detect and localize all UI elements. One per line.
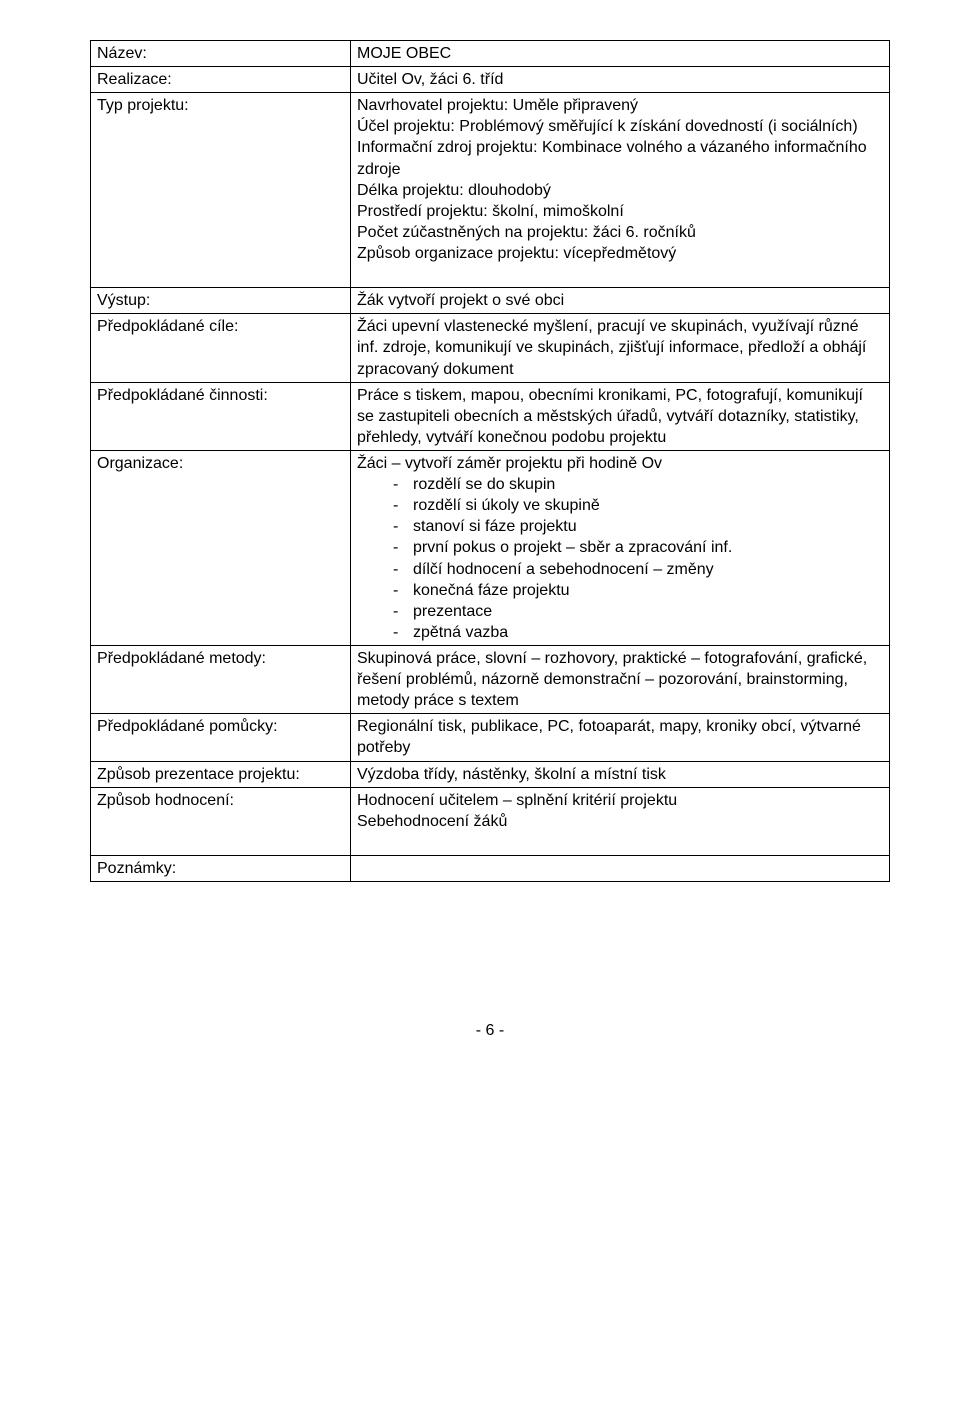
list-item: rozdělí se do skupin	[393, 474, 883, 495]
list-item: dílčí hodnocení a sebehodnocení – změny	[393, 559, 883, 580]
value-vystup: Žák vytvoří projekt o své obci	[351, 288, 890, 314]
list-item: prezentace	[393, 601, 883, 622]
typ-line: Způsob organizace projektu: vícepředměto…	[357, 245, 676, 262]
organizace-lead: Žáci – vytvoří záměr projektu při hodině…	[357, 455, 662, 472]
table-row: Způsob prezentace projektu: Výzdoba tříd…	[91, 761, 890, 787]
typ-line: Délka projektu: dlouhodobý	[357, 182, 551, 199]
table-row: Poznámky:	[91, 855, 890, 881]
table-row: Předpokládané metody: Skupinová práce, s…	[91, 645, 890, 713]
label-typ: Typ projektu:	[91, 93, 351, 288]
table-row: Výstup: Žák vytvoří projekt o své obci	[91, 288, 890, 314]
label-cile: Předpokládané cíle:	[91, 314, 351, 382]
typ-line: Počet zúčastněných na projektu: žáci 6. …	[357, 224, 696, 241]
value-pomucky: Regionální tisk, publikace, PC, fotoapar…	[351, 714, 890, 761]
value-nazev: MOJE OBEC	[351, 41, 890, 67]
typ-line: Prostředí projektu: školní, mimoškolní	[357, 203, 624, 220]
value-realizace: Učitel Ov, žáci 6. tříd	[351, 67, 890, 93]
table-row: Předpokládané cíle: Žáci upevní vlastene…	[91, 314, 890, 382]
label-pomucky: Předpokládané pomůcky:	[91, 714, 351, 761]
table-row: Předpokládané pomůcky: Regionální tisk, …	[91, 714, 890, 761]
label-metody: Předpokládané metody:	[91, 645, 351, 713]
hodnoceni-line: Hodnocení učitelem – splnění kritérií pr…	[357, 792, 677, 809]
page-number: - 6 -	[90, 1022, 890, 1040]
table-row: Typ projektu: Navrhovatel projektu: Uměl…	[91, 93, 890, 288]
value-metody: Skupinová práce, slovní – rozhovory, pra…	[351, 645, 890, 713]
value-hodnoceni: Hodnocení učitelem – splnění kritérií pr…	[351, 787, 890, 855]
table-row: Realizace: Učitel Ov, žáci 6. tříd	[91, 67, 890, 93]
list-item: zpětná vazba	[393, 622, 883, 643]
value-cinnosti: Práce s tiskem, mapou, obecními kronikam…	[351, 382, 890, 450]
list-item: rozdělí si úkoly ve skupině	[393, 495, 883, 516]
organizace-list: rozdělí se do skupin rozdělí si úkoly ve…	[357, 474, 883, 643]
label-poznamky: Poznámky:	[91, 855, 351, 881]
value-prezentace: Výzdoba třídy, nástěnky, školní a místní…	[351, 761, 890, 787]
typ-line: Informační zdroj projektu: Kombinace vol…	[357, 139, 867, 177]
label-vystup: Výstup:	[91, 288, 351, 314]
list-item: konečná fáze projektu	[393, 580, 883, 601]
table-row: Předpokládané činnosti: Práce s tiskem, …	[91, 382, 890, 450]
table-row: Název: MOJE OBEC	[91, 41, 890, 67]
table-row: Organizace: Žáci – vytvoří záměr projekt…	[91, 450, 890, 645]
label-prezentace: Způsob prezentace projektu:	[91, 761, 351, 787]
hodnoceni-line: Sebehodnocení žáků	[357, 813, 507, 830]
label-realizace: Realizace:	[91, 67, 351, 93]
label-hodnoceni: Způsob hodnocení:	[91, 787, 351, 855]
table-row: Způsob hodnocení: Hodnocení učitelem – s…	[91, 787, 890, 855]
label-organizace: Organizace:	[91, 450, 351, 645]
typ-line: Účel projektu: Problémový směřující k zí…	[357, 118, 858, 135]
list-item: první pokus o projekt – sběr a zpracován…	[393, 537, 883, 558]
project-table: Název: MOJE OBEC Realizace: Učitel Ov, ž…	[90, 40, 890, 882]
typ-line: Navrhovatel projektu: Uměle připravený	[357, 97, 638, 114]
value-poznamky	[351, 855, 890, 881]
label-nazev: Název:	[91, 41, 351, 67]
value-cile: Žáci upevní vlastenecké myšlení, pracují…	[351, 314, 890, 382]
value-organizace: Žáci – vytvoří záměr projektu při hodině…	[351, 450, 890, 645]
value-typ: Navrhovatel projektu: Uměle připravený Ú…	[351, 93, 890, 288]
list-item: stanoví si fáze projektu	[393, 516, 883, 537]
label-cinnosti: Předpokládané činnosti:	[91, 382, 351, 450]
